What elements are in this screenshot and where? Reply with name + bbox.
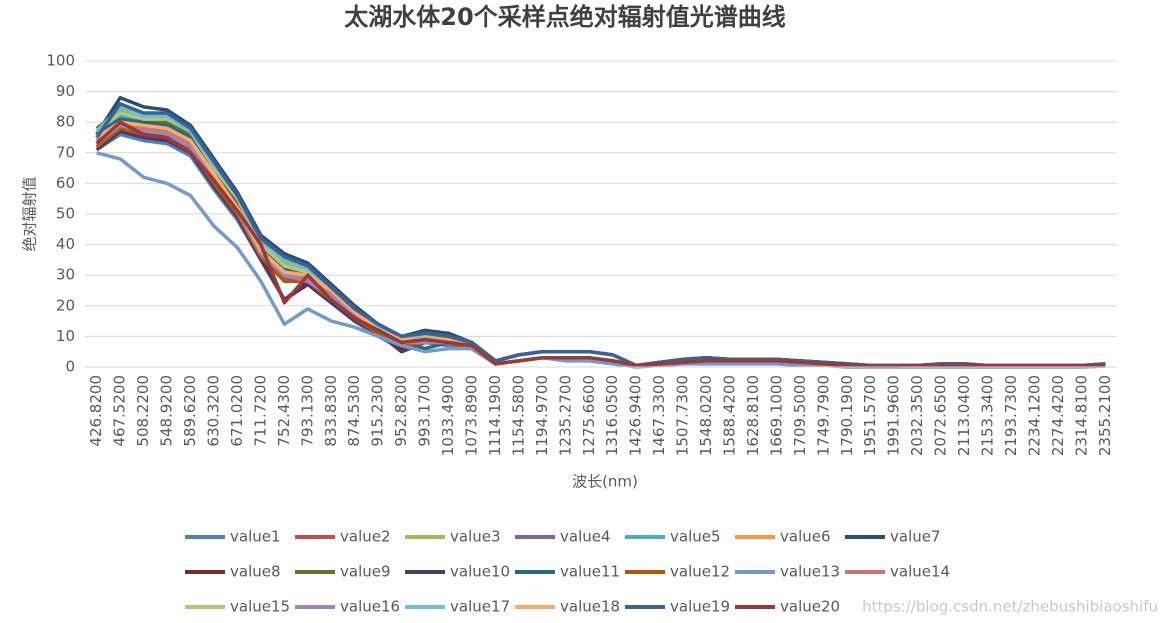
legend-label: value14	[890, 563, 950, 581]
legend-label: value5	[670, 528, 721, 546]
x-tick-label: 833.8300	[322, 375, 340, 447]
x-tick-label: 2153.3400	[979, 375, 997, 456]
legend-label: value15	[230, 598, 290, 616]
x-axis-label: 波长(nm)	[572, 473, 638, 491]
x-tick-label: 2355.2100	[1096, 375, 1114, 456]
x-tick-label: 2314.8100	[1072, 375, 1090, 456]
y-tick-label: 80	[56, 113, 75, 131]
y-tick-label: 10	[56, 327, 75, 345]
x-tick-label: 1991.9600	[885, 375, 903, 456]
x-tick-label: 589.6200	[181, 375, 199, 447]
x-tick-label: 1194.9700	[533, 375, 551, 456]
x-tick-label: 1316.0500	[603, 375, 621, 456]
x-tick-label: 426.8200	[87, 375, 105, 447]
legend-label: value4	[560, 528, 611, 546]
x-tick-label: 671.0200	[228, 375, 246, 447]
x-tick-label: 1033.4900	[439, 375, 457, 456]
legend-label: value20	[780, 598, 840, 616]
x-tick-label: 1154.5800	[509, 375, 527, 456]
legend-label: value3	[450, 528, 501, 546]
y-axis-label: 绝对辐射值	[21, 176, 39, 251]
y-tick-label: 100	[46, 52, 75, 70]
legend-label: value18	[560, 598, 620, 616]
x-tick-label: 1669.1000	[767, 375, 785, 456]
legend-label: value2	[340, 528, 391, 546]
legend-label: value9	[340, 563, 391, 581]
x-tick-label: 1235.2700	[556, 375, 574, 456]
legend-label: value10	[450, 563, 510, 581]
x-tick-label: 993.1700	[416, 375, 434, 447]
x-tick-label: 1275.6600	[580, 375, 598, 456]
legend-label: value16	[340, 598, 400, 616]
y-tick-label: 40	[56, 235, 75, 253]
legend-label: value11	[560, 563, 620, 581]
watermark: https://blog.csdn.net/zhebushibiaoshifu	[862, 598, 1158, 616]
legend-label: value13	[780, 563, 840, 581]
legend-label: value1	[230, 528, 281, 546]
y-tick-label: 70	[56, 143, 75, 161]
x-tick-label: 548.9200	[158, 375, 176, 447]
x-tick-label: 1467.3300	[650, 375, 668, 456]
x-tick-label: 2193.7300	[1002, 375, 1020, 456]
x-tick-label: 630.3200	[205, 375, 223, 447]
x-tick-label: 1951.5700	[861, 375, 879, 456]
x-tick-label: 1790.1900	[838, 375, 856, 456]
y-tick-label: 20	[56, 296, 75, 314]
x-tick-label: 711.7200	[251, 375, 269, 447]
x-tick-label: 2032.3500	[908, 375, 926, 456]
x-tick-label: 1548.0200	[697, 375, 715, 456]
x-tick-label: 2072.6500	[932, 375, 950, 456]
x-tick-label: 1709.5000	[791, 375, 809, 456]
x-tick-label: 1749.7900	[814, 375, 832, 456]
x-tick-label: 508.2200	[134, 375, 152, 447]
x-tick-label: 2113.0400	[955, 375, 973, 456]
x-tick-label: 915.2300	[369, 375, 387, 447]
legend-label: value8	[230, 563, 281, 581]
legend-label: value17	[450, 598, 510, 616]
legend-label: value6	[780, 528, 831, 546]
x-tick-label: 1426.9400	[627, 375, 645, 456]
y-tick-label: 30	[56, 266, 75, 284]
y-tick-label: 0	[65, 358, 75, 376]
x-tick-label: 752.4300	[275, 375, 293, 447]
chart-title: 太湖水体20个采样点绝对辐射值光谱曲线	[344, 3, 785, 31]
x-tick-label: 1507.7300	[674, 375, 692, 456]
y-tick-label: 50	[56, 205, 75, 223]
x-tick-label: 1588.4200	[721, 375, 739, 456]
x-tick-label: 1114.1900	[486, 375, 504, 456]
x-tick-label: 1628.8100	[744, 375, 762, 456]
x-tick-label: 952.8200	[392, 375, 410, 447]
legend-label: value19	[670, 598, 730, 616]
legend-label: value12	[670, 563, 730, 581]
series-line	[95, 120, 1106, 368]
y-tick-label: 60	[56, 174, 75, 192]
x-tick-label: 1073.8900	[463, 375, 481, 456]
x-tick-label: 2274.4200	[1049, 375, 1067, 456]
x-tick-label: 874.5300	[345, 375, 363, 447]
y-tick-label: 90	[56, 82, 75, 100]
x-tick-label: 793.1300	[298, 375, 316, 447]
x-tick-label: 2234.1200	[1025, 375, 1043, 456]
x-tick-label: 467.5200	[111, 375, 129, 447]
legend-label: value7	[890, 528, 941, 546]
